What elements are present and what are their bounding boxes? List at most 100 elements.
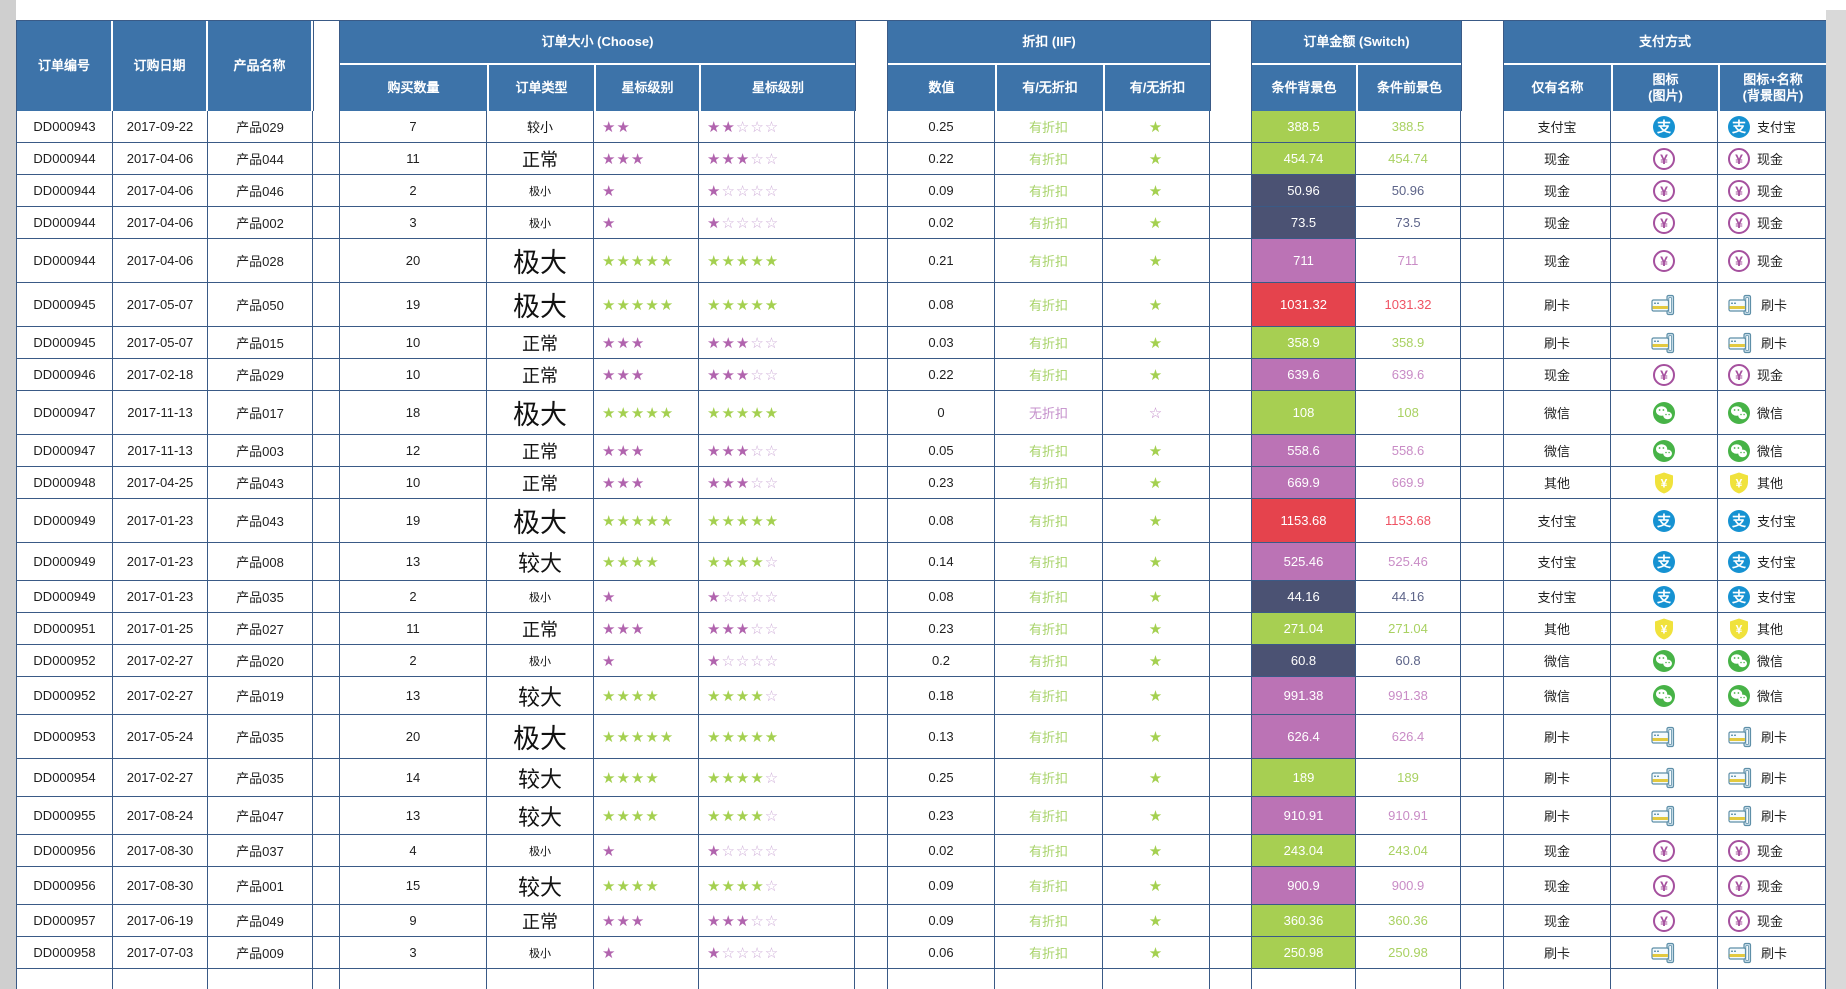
gap-cell: [855, 207, 888, 239]
order-id-cell: DD000945: [17, 327, 113, 359]
star-rating-cell: ★★★★★: [594, 499, 699, 543]
gap-cell: [313, 143, 340, 175]
product-name-cell: 产品029: [208, 359, 313, 391]
gap-cell: [855, 969, 888, 989]
gap-cell: [1210, 467, 1252, 499]
payment-name-cell: 支付宝: [1504, 581, 1611, 613]
subcolumn-header: 购买数量: [340, 65, 487, 111]
qty-cell: 3: [340, 937, 487, 969]
gap-cell: [1461, 937, 1504, 969]
product-name-cell: 产品043: [208, 467, 313, 499]
order-type-cell: 正常: [487, 613, 594, 645]
payment-icon-name-cell: 刷卡: [1718, 937, 1826, 969]
table-row: DD000953 2017-05-24 产品035 20 极大 ★★★★★ ★★★★★ 0.1…: [17, 715, 1826, 759]
discount-flag-text-cell: 有折扣: [995, 677, 1103, 715]
star-rating-cell: ★★★★★: [594, 391, 699, 435]
product-name-cell: 产品017: [208, 391, 313, 435]
gap-cell: [855, 359, 888, 391]
table-row: DD000958 2017-07-03 产品009 3 极小 ★ ★☆☆☆☆ 0.06 有折扣 ★…: [17, 937, 1826, 969]
payment-icon-name-cell: ¥ 现金: [1718, 835, 1826, 867]
discount-flag-text-cell: 有折扣: [995, 327, 1103, 359]
gap-cell: [313, 645, 340, 677]
discount-flag-star-cell: ★: [1103, 499, 1210, 543]
order-date-cell: 2017-07-03: [113, 937, 208, 969]
star-rating-cell: ★★★★★: [594, 715, 699, 759]
order-type-cell: 极大: [487, 499, 594, 543]
discount-value-cell: 0.22: [888, 143, 995, 175]
discount-value-cell: 0.09: [888, 175, 995, 207]
order-date-cell: 2017-01-23: [113, 499, 208, 543]
cash-icon: ¥: [1728, 249, 1750, 272]
order-date-cell: 2017-02-27: [113, 759, 208, 797]
cash-icon: ¥: [1653, 249, 1675, 272]
star-rating-5-cell: ★★★☆☆: [699, 905, 855, 937]
discount-value-cell: 0.06: [888, 937, 995, 969]
wechat-icon: [1728, 649, 1750, 672]
wechat-icon: [1728, 684, 1750, 707]
order-report-table: 订单编号 订购日期 产品名称 订单大小 (Choose) 购买数量 订单类型 星标级别 星标级…: [16, 20, 1827, 989]
table-row: DD000949 2017-01-23 产品008 13 较大 ★★★★ ★★★★☆ 0.14…: [17, 543, 1826, 581]
gap-cell: [855, 543, 888, 581]
order-type-cell: 极大: [487, 391, 594, 435]
discount-value-cell: 0.25: [888, 759, 995, 797]
order-type-cell: 正常: [487, 905, 594, 937]
order-date-cell: 2017-01-23: [113, 543, 208, 581]
star-rating-5-cell: ★★★★☆: [699, 867, 855, 905]
amount-bg-color-cell: 900.9: [1252, 867, 1356, 905]
amount-bg-color-cell: 271.04: [1252, 613, 1356, 645]
payment-icon-cell: ¥: [1611, 143, 1718, 175]
payment-name-cell: 刷卡: [1504, 797, 1611, 835]
gap-cell: [855, 645, 888, 677]
payment-icon-name-cell: ¥ 现金: [1718, 867, 1826, 905]
order-id-cell: DD000954: [17, 759, 113, 797]
table-row: DD000945 2017-05-07 产品050 19 极大 ★★★★★ ★★★★★ 0.0…: [17, 283, 1826, 327]
order-type-cell: 极小: [487, 175, 594, 207]
payment-name-label: 微信: [1757, 654, 1784, 669]
payment-name-label: 现金: [1757, 368, 1784, 383]
amount-fg-color-cell: 454.74: [1356, 143, 1461, 175]
group-subheader-row: 数值 有/无折扣 有/无折扣: [888, 65, 1210, 111]
payment-icon-name-cell: ¥ 其他: [1718, 467, 1826, 499]
payment-name-label: 其他: [1757, 476, 1784, 491]
amount-bg-color-cell: 44.16: [1252, 581, 1356, 613]
order-type-cell: 较大: [487, 759, 594, 797]
cash-icon: ¥: [1728, 839, 1750, 862]
gap-cell: [313, 435, 340, 467]
order-date-cell: 2017-01-25: [113, 613, 208, 645]
amount-fg-color-cell: 525.46: [1356, 543, 1461, 581]
gap-cell: [1210, 759, 1252, 797]
other-payment-icon: ¥: [1728, 618, 1750, 640]
discount-flag-text-cell: 有折扣: [995, 283, 1103, 327]
payment-icon-cell: ¥: [1611, 175, 1718, 207]
star-rating-cell: ★★★: [594, 905, 699, 937]
header-gap-column: [855, 21, 888, 111]
header-group-3: 支付方式 仅有名称 图标 (图片) 图标+名称 (背景图片): [1504, 21, 1826, 111]
group-header-label: 支付方式: [1504, 21, 1826, 65]
amount-fg-color-cell: 558.6: [1356, 435, 1461, 467]
gap-cell: [1461, 391, 1504, 435]
table-row: DD000952 2017-02-27 产品020 2 极小 ★ ★☆☆☆☆ 0.2 有折扣 ★ 6…: [17, 645, 1826, 677]
amount-fg-color-cell: 626.4: [1356, 715, 1461, 759]
payment-icon-cell: ¥: [1611, 835, 1718, 867]
vertical-scrollbar-track[interactable]: [1826, 10, 1846, 989]
order-type-cell: 极大: [487, 283, 594, 327]
payment-name-cell: 现金: [1504, 867, 1611, 905]
qty-cell: 10: [340, 327, 487, 359]
star-rating-5-cell: ★★★★★: [699, 499, 855, 543]
order-date-cell: 2017-05-24: [113, 715, 208, 759]
gap-cell: [1461, 867, 1504, 905]
discount-value-cell: 0: [888, 391, 995, 435]
gap-cell: [1210, 207, 1252, 239]
gap-cell: [1461, 499, 1504, 543]
gap-cell: [1461, 435, 1504, 467]
gap-cell: [1210, 327, 1252, 359]
discount-flag-star-cell: ★: [1103, 867, 1210, 905]
payment-name-cell: 现金: [1504, 359, 1611, 391]
product-name-cell: 产品008: [208, 543, 313, 581]
table-body: DD000943 2017-09-22 产品029 7 较小 ★★ ★★☆☆☆ 0.25 有折扣…: [17, 111, 1826, 989]
gap-cell: [313, 467, 340, 499]
discount-value-cell: 0.02: [888, 207, 995, 239]
gap-cell: [313, 175, 340, 207]
order-type-cell: 较大: [487, 867, 594, 905]
qty-cell: 20: [340, 715, 487, 759]
